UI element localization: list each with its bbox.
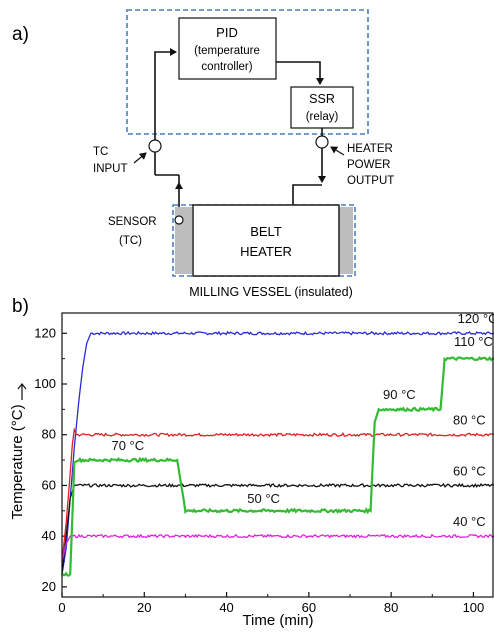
pid-to-ssr-line [276,61,324,85]
vessel-caption: MILLING VESSEL (insulated) [189,285,353,299]
tc-input-label-1: TC [93,146,108,158]
heater-output-label-2: POWER [347,159,390,171]
series-line [61,330,494,575]
y-tick-label: 40 [42,528,56,543]
heater-output-connector [315,135,329,149]
sensor-tc-dot [174,215,184,225]
series-line [61,533,494,562]
series-line [61,355,494,577]
sensor-label-2: (TC) [119,235,142,247]
temperature-annotation: 110 °C [454,334,493,349]
temperature-annotation: 40 °C [453,514,486,529]
x-tick-label: 20 [137,600,151,615]
belt-heater-label-1: BELT [250,224,282,239]
ssr-title: SSR [309,92,335,106]
tc-to-pid-line [154,48,177,140]
temperature-annotation: 60 °C [453,463,486,478]
belt-heater-box [192,204,340,277]
pid-subtitle-1: (temperature [194,45,260,57]
y-axis-label: Temperature (°C) [9,404,26,519]
x-tick-label: 100 [463,600,485,615]
temperature-annotation: 80 °C [453,413,486,428]
panel-a-label: a) [12,24,29,45]
heater-output-label-1: HEATER [347,143,393,155]
pid-subtitle-2: controller) [201,61,252,73]
y-tick-label: 80 [42,427,56,442]
ssr-subtitle: (relay) [306,111,339,123]
panel-b-label: b) [12,296,29,317]
temperature-annotation: 50 °C [247,491,280,506]
pid-box [178,17,277,80]
tc-input-label-2: INPUT [93,163,128,175]
temperature-annotation: 70 °C [111,438,144,453]
ssr-box [290,86,354,129]
pid-title: PID [216,25,238,40]
series-line [61,427,494,562]
x-tick-label: 0 [58,600,65,615]
y-tick-label: 100 [34,376,56,391]
vessel-end-right [338,207,353,274]
temperature-annotation: 90 °C [383,387,416,402]
heater-return-line [292,184,322,205]
y-tick-label: 60 [42,477,56,492]
heater-output-pointer [330,146,345,156]
y-tick-label: 20 [42,579,56,594]
x-tick-label: 80 [384,600,398,615]
y-axis-arrow [17,383,27,400]
controller-enclosure [126,9,369,135]
x-axis-label: Time (min) [242,612,313,629]
x-tick-label: 60 [302,600,316,615]
y-tick-label: 120 [34,325,56,340]
sensor-label-1: SENSOR [108,216,157,228]
belt-heater-label-2: HEATER [240,244,292,259]
heater-output-label-3: OUTPUT [347,175,394,187]
series-line [61,482,494,575]
temperature-annotation: 120 °C [458,311,494,326]
tc-input-connector [148,139,162,153]
plot-frame [61,312,494,598]
x-tick-label: 40 [219,600,233,615]
tc-input-pointer [133,152,147,164]
